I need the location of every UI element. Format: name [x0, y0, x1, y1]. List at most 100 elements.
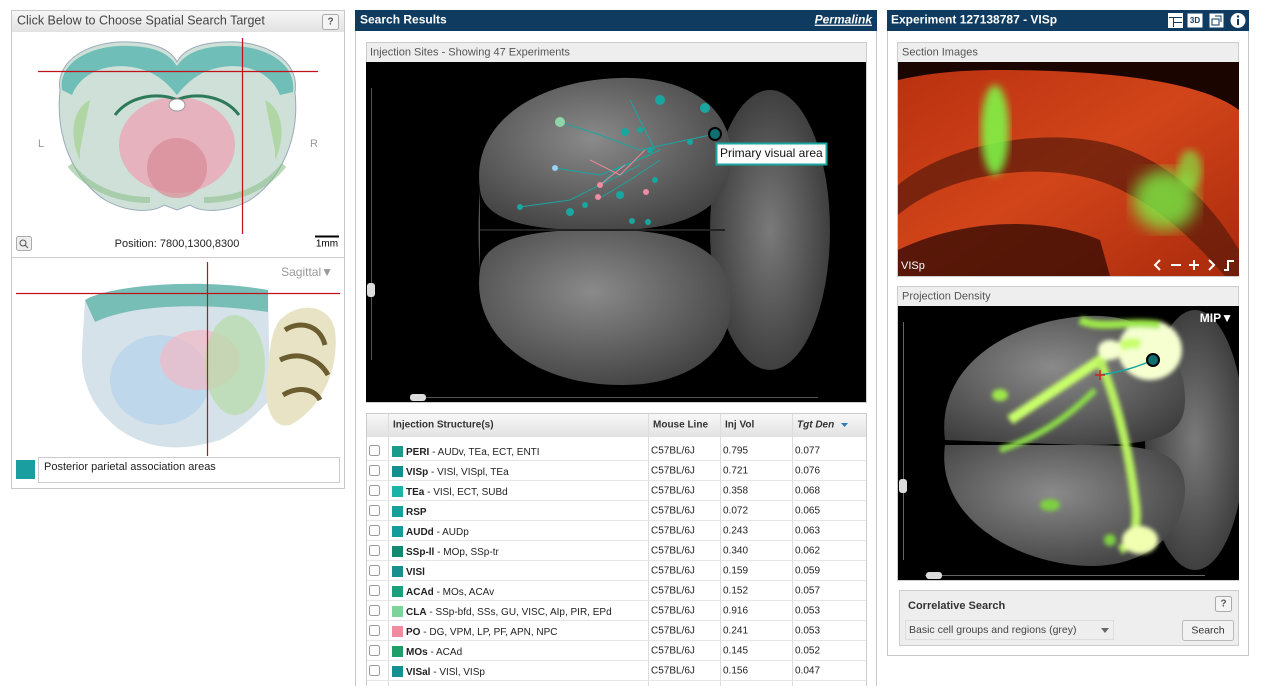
mouse-line-cell: C57BL/6J [651, 566, 695, 577]
structure-detail: - SSp-bfd, SSs, GU, VISC, AIp, PIR, EPd [429, 607, 611, 618]
row-checkbox[interactable] [370, 646, 380, 656]
row-checkbox[interactable] [370, 666, 380, 676]
view-selector[interactable]: Sagittal▼ [281, 265, 333, 279]
column-header[interactable]: Mouse Line [653, 420, 708, 431]
tgt-den-cell: 0.062 [795, 546, 820, 557]
slider-knob[interactable] [367, 283, 375, 297]
row-checkbox[interactable] [370, 486, 380, 496]
structure-acronym: CLA [406, 607, 427, 618]
row-checkbox[interactable] [370, 446, 380, 456]
column-header[interactable]: Tgt Den [797, 420, 834, 431]
structure-detail: - MOp, SSp-tr [437, 547, 499, 558]
structure-acronym: MOs [406, 647, 428, 658]
row-checkbox[interactable] [370, 606, 380, 616]
slider-knob[interactable] [926, 572, 942, 579]
column-header[interactable]: Injection Structure(s) [393, 420, 494, 431]
zoom-button[interactable] [17, 237, 32, 251]
info-button[interactable] [1231, 13, 1246, 28]
structure-acronym: VISl [406, 567, 425, 578]
structure-swatch [392, 566, 403, 577]
structure-acronym: VISp [406, 467, 428, 478]
tgt-den-cell: 0.059 [795, 566, 820, 577]
coronal-section [59, 42, 296, 211]
left-panel: Click Below to Choose Spatial Search Tar… [12, 11, 345, 489]
subpanel-title: Projection Density [902, 290, 991, 302]
structure-detail: - ACAd [430, 647, 462, 658]
structure-cell: VISp - VISl, VISpl, TEa [406, 467, 509, 478]
mouse-line-cell: C57BL/6J [651, 626, 695, 637]
help-label: ? [1220, 599, 1226, 610]
mouse-line-cell: C57BL/6J [651, 446, 695, 457]
row-checkbox[interactable] [370, 626, 380, 636]
row-checkbox[interactable] [370, 566, 380, 576]
structure-acronym: PO [406, 627, 421, 638]
inj-vol-cell: 0.145 [723, 646, 748, 657]
layout-button[interactable] [1169, 14, 1183, 28]
structure-swatch [392, 506, 403, 517]
inj-vol-cell: 0.241 [723, 626, 748, 637]
section-label: VISp [901, 260, 925, 272]
structure-cell: ACAd - MOs, ACAv [406, 587, 494, 598]
panel-title: Search Results [360, 13, 447, 27]
structure-detail: - DG, VPM, LP, PF, APN, NPC [423, 627, 557, 638]
structure-acronym: PERI [406, 447, 430, 458]
slider-knob[interactable] [410, 394, 426, 401]
permalink[interactable]: Permalink [815, 13, 874, 27]
tgt-den-cell: 0.065 [795, 506, 820, 517]
structure-swatch [392, 486, 403, 497]
inj-vol-cell: 0.795 [723, 446, 748, 457]
structure-detail: - AUDv, TEa, ECT, ENTI [432, 447, 539, 458]
view-3d-label: 3D [1190, 16, 1200, 25]
search-label: Search [1191, 624, 1224, 636]
structure-swatch [392, 606, 403, 617]
row-checkbox[interactable] [370, 546, 380, 556]
search-results-panel: Search Results Permalink Injection Sites… [355, 10, 877, 686]
position-label: Position: 7800,1300,8300 [115, 238, 240, 250]
structure-swatch [392, 626, 403, 637]
row-checkbox[interactable] [370, 526, 380, 536]
column-header[interactable]: Inj Vol [725, 420, 754, 431]
structure-acronym: TEa [406, 487, 425, 498]
tgt-den-cell: 0.047 [795, 666, 820, 677]
structure-swatch [392, 666, 403, 677]
mouse-line-cell: C57BL/6J [651, 646, 695, 657]
row-checkbox[interactable] [370, 466, 380, 476]
structure-swatch [392, 466, 403, 477]
tooltip-text: Primary visual area [720, 146, 823, 160]
view-selector[interactable]: MIP▼ [1200, 311, 1233, 325]
section-image [898, 62, 1239, 276]
structure-name: Posterior parietal association areas [44, 461, 216, 473]
experiment-panel: Experiment 127138787 - VISp 3D Section I… [887, 10, 1249, 656]
mouse-line-cell: C57BL/6J [651, 486, 695, 497]
structure-cell: PO - DG, VPM, LP, PF, APN, NPC [406, 627, 558, 638]
structure-cell: SSp-ll - MOp, SSp-tr [406, 547, 499, 558]
tgt-den-cell: 0.057 [795, 586, 820, 597]
subpanel-title: Section Images [902, 46, 978, 58]
panel-title: Click Below to Choose Spatial Search Tar… [17, 13, 265, 27]
structure-swatch [16, 460, 35, 479]
tgt-den-cell: 0.063 [795, 526, 820, 537]
mouse-line-cell: C57BL/6J [651, 666, 695, 677]
projection-image [944, 310, 1245, 570]
tgt-den-cell: 0.052 [795, 646, 820, 657]
structure-swatch [392, 646, 403, 657]
structure-swatch [392, 526, 403, 537]
mouse-line-cell: C57BL/6J [651, 466, 695, 477]
slider-knob[interactable] [899, 479, 907, 493]
scale-label: 1mm [316, 239, 338, 250]
structure-detail: - VISl, VISpl, TEa [431, 467, 509, 478]
correlative-title: Correlative Search [908, 600, 1005, 612]
inj-vol-cell: 0.156 [723, 666, 748, 677]
inj-vol-cell: 0.358 [723, 486, 748, 497]
tgt-den-cell: 0.068 [795, 486, 820, 497]
inj-vol-cell: 0.721 [723, 466, 748, 477]
row-checkbox[interactable] [370, 506, 380, 516]
mouse-line-cell: C57BL/6J [651, 526, 695, 537]
help-label: ? [327, 17, 333, 28]
row-checkbox[interactable] [370, 586, 380, 596]
popout-button[interactable] [1210, 14, 1224, 28]
tgt-den-cell: 0.076 [795, 466, 820, 477]
tgt-den-cell: 0.077 [795, 446, 820, 457]
inj-vol-cell: 0.159 [723, 566, 748, 577]
